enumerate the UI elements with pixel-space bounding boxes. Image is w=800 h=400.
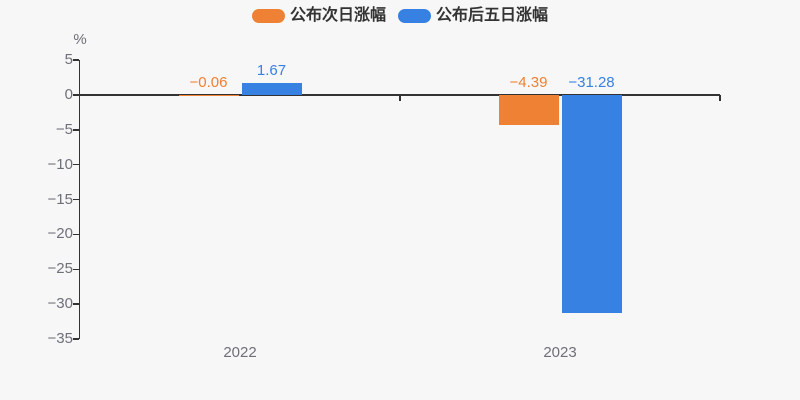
y-axis-label: −15 xyxy=(47,190,73,208)
bar-2022-series0[interactable] xyxy=(178,94,239,97)
x-axis-tick xyxy=(399,94,401,101)
y-axis-tick xyxy=(73,94,79,96)
bar-2022-series1[interactable] xyxy=(241,83,302,95)
bar-value-label: −4.39 xyxy=(509,73,548,91)
y-axis-tick xyxy=(73,233,79,236)
y-axis-tick xyxy=(73,59,79,61)
y-axis-tick xyxy=(73,303,79,305)
y-axis-label: −30 xyxy=(47,295,73,313)
y-axis-label: 0 xyxy=(64,85,73,103)
y-axis-tick xyxy=(73,198,79,201)
x-axis-category-label: 2023 xyxy=(543,344,577,361)
y-axis-label: −20 xyxy=(47,225,73,243)
y-axis-label: −25 xyxy=(47,260,73,278)
y-axis-line xyxy=(78,60,80,339)
legend-label-next-day-change: 公布次日涨幅 xyxy=(289,7,386,24)
y-axis-label: 5 xyxy=(64,51,73,68)
y-axis-tick xyxy=(73,163,79,166)
y-axis-tick xyxy=(73,129,79,131)
x-axis-category-label: 2022 xyxy=(223,344,257,361)
y-axis-label: −5 xyxy=(55,120,73,138)
legend-item-five-day-change[interactable]: 公布后五日涨幅 xyxy=(398,7,548,25)
y-axis-unit-label: % xyxy=(73,31,87,48)
y-axis-label: −35 xyxy=(47,330,73,347)
legend-label-five-day-change: 公布后五日涨幅 xyxy=(436,7,549,24)
legend-swatch-next-day-change xyxy=(251,9,285,23)
y-axis-tick xyxy=(73,338,79,340)
bar-2023-series0[interactable] xyxy=(498,94,559,126)
y-axis-label: −10 xyxy=(47,155,73,173)
x-axis-tick xyxy=(719,94,721,101)
bar-value-label: −31.28 xyxy=(568,73,615,91)
legend-swatch-five-day-change xyxy=(398,9,431,23)
bar-value-label: 1.67 xyxy=(256,62,287,80)
bar-value-label: −0.06 xyxy=(189,73,228,91)
legend: 公布次日涨幅 公布后五日涨幅 xyxy=(0,7,800,25)
legend-item-next-day-change[interactable]: 公布次日涨幅 xyxy=(251,7,386,25)
y-axis-tick xyxy=(73,268,79,270)
bar-2023-series1[interactable] xyxy=(561,94,622,314)
